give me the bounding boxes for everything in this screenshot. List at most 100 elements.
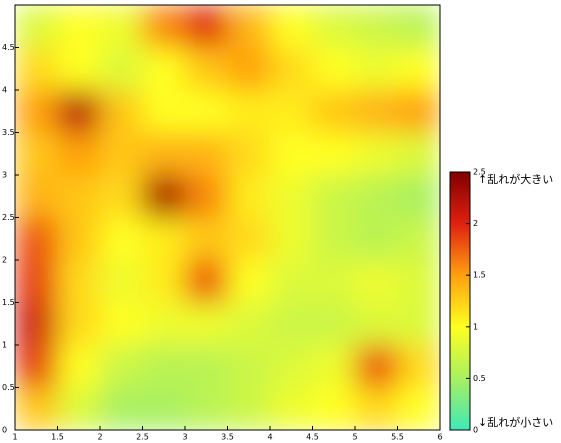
heat-cell xyxy=(355,5,398,48)
heat-cell xyxy=(397,387,440,430)
heat-cell xyxy=(142,90,186,133)
heat-cell xyxy=(57,5,101,48)
heat-cell xyxy=(227,175,271,218)
heat-cell xyxy=(142,132,186,176)
heat-cell xyxy=(142,175,186,218)
x-tick-label: 5.5 xyxy=(391,433,404,442)
heat-cell xyxy=(15,47,58,91)
heat-cell xyxy=(185,217,228,261)
heat-cell xyxy=(397,90,440,133)
heat-cell xyxy=(312,260,356,303)
heat-cell xyxy=(270,387,313,430)
heat-cell xyxy=(270,132,313,176)
heat-cell xyxy=(15,260,58,303)
heat-cell xyxy=(355,132,398,176)
x-tick-label: 1 xyxy=(12,433,17,442)
colorbar-tick-label: 0 xyxy=(473,426,478,435)
y-tick-label: 3.5 xyxy=(2,128,15,137)
heat-cell xyxy=(270,5,313,48)
heat-cell xyxy=(312,132,356,176)
y-tick-label: 0.5 xyxy=(2,383,15,392)
heat-cell xyxy=(185,175,228,218)
heat-cell xyxy=(100,217,143,261)
heat-cell xyxy=(227,217,271,261)
x-tick-label: 2 xyxy=(97,433,102,442)
x-tick-label: 6 xyxy=(437,433,442,442)
heat-cell xyxy=(355,387,398,430)
heat-cell xyxy=(397,260,440,303)
heat-cell xyxy=(355,217,398,261)
heat-cell xyxy=(270,217,313,261)
heat-cell xyxy=(355,47,398,91)
y-tick-label: 4 xyxy=(2,86,7,95)
y-tick-label: 1.5 xyxy=(2,298,15,307)
heat-cell xyxy=(15,90,58,133)
x-tick-label: 2.5 xyxy=(136,433,149,442)
heat-cell xyxy=(355,345,398,388)
heat-cell xyxy=(185,260,228,303)
heat-cell xyxy=(57,132,101,176)
heat-cell xyxy=(100,302,143,346)
annotation: ↓乱れが小さい xyxy=(478,415,553,429)
heat-cell xyxy=(312,47,356,91)
heat-cell xyxy=(185,132,228,176)
colorbar-tick-label: 0.5 xyxy=(473,374,486,383)
heat-cell xyxy=(15,217,58,261)
colorbar-tick-label: 1 xyxy=(473,322,478,331)
heat-cell xyxy=(57,345,101,388)
heat-cell xyxy=(100,5,143,48)
heat-cell xyxy=(355,302,398,346)
heat-cell xyxy=(185,302,228,346)
heat-cell xyxy=(185,387,228,430)
heat-cell xyxy=(15,5,58,48)
heat-cell xyxy=(142,387,186,430)
heat-cell xyxy=(312,217,356,261)
heat-cell xyxy=(142,302,186,346)
heat-cell xyxy=(57,387,101,430)
y-tick-label: 1 xyxy=(2,341,7,350)
x-tick-label: 3.5 xyxy=(221,433,234,442)
x-tick-label: 1.5 xyxy=(51,433,64,442)
heat-cell xyxy=(312,90,356,133)
heat-cell xyxy=(142,47,186,91)
heat-cell xyxy=(227,302,271,346)
x-tick-label: 4 xyxy=(267,433,272,442)
heat-cell xyxy=(142,260,186,303)
heat-cell xyxy=(142,217,186,261)
heat-cell xyxy=(227,132,271,176)
heat-cell xyxy=(100,345,143,388)
heat-cell xyxy=(355,90,398,133)
heat-cell xyxy=(312,175,356,218)
heat-cell xyxy=(227,387,271,430)
y-tick-label: 2.5 xyxy=(2,213,15,222)
x-tick-label: 5 xyxy=(352,433,357,442)
heat-cell xyxy=(57,47,101,91)
heat-cell xyxy=(100,175,143,218)
heat-cell xyxy=(57,260,101,303)
heat-cell xyxy=(185,345,228,388)
y-tick-label: 0 xyxy=(2,426,7,435)
heat-cell xyxy=(57,90,101,133)
heat-cell xyxy=(312,387,356,430)
heat-cell xyxy=(227,90,271,133)
heat-cell xyxy=(57,302,101,346)
heat-cell xyxy=(15,345,58,388)
colorbar xyxy=(449,171,471,431)
heat-cell xyxy=(185,5,228,48)
heat-cell xyxy=(100,260,143,303)
heat-cell xyxy=(100,132,143,176)
heat-cell xyxy=(100,387,143,430)
heat-cell xyxy=(312,345,356,388)
annotation: ↑乱れが大きい xyxy=(478,172,553,186)
plot-area xyxy=(15,5,440,430)
heat-cell xyxy=(397,47,440,91)
heat-cell xyxy=(227,345,271,388)
heat-cell xyxy=(100,47,143,91)
heat-cell xyxy=(185,90,228,133)
heat-cell xyxy=(397,5,440,48)
heat-cell xyxy=(270,175,313,218)
heat-cell xyxy=(227,47,271,91)
y-tick-label: 3 xyxy=(2,171,7,180)
heat-cell xyxy=(227,5,271,48)
heat-cell xyxy=(312,302,356,346)
